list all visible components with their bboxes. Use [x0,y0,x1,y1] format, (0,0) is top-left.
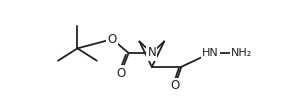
Text: O: O [108,33,117,46]
Text: N: N [147,47,156,60]
Text: HN: HN [202,48,219,58]
Text: NH₂: NH₂ [231,48,252,58]
Text: O: O [170,79,180,92]
Text: O: O [116,67,125,79]
